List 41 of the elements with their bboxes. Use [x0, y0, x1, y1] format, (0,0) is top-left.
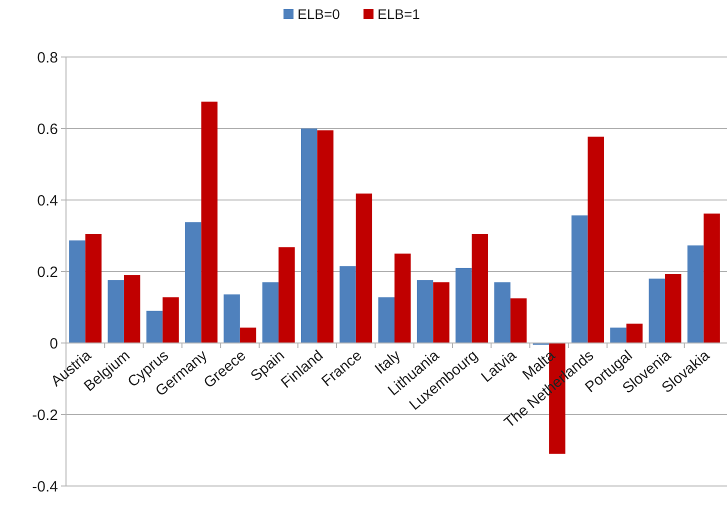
bar — [572, 215, 588, 343]
bar — [433, 282, 450, 343]
y-tick-label: 0.6 — [37, 120, 58, 138]
y-tick-label: 0 — [50, 335, 58, 352]
bar — [262, 282, 279, 343]
y-tick-label: -0.4 — [32, 478, 58, 496]
bar — [494, 282, 510, 343]
y-tick-label: 0.2 — [37, 264, 58, 281]
bar — [356, 194, 372, 343]
bar — [278, 247, 295, 343]
bar — [704, 214, 720, 343]
bar — [85, 234, 102, 343]
bar — [610, 328, 626, 343]
bar — [201, 102, 218, 343]
bar — [378, 297, 394, 343]
bar — [108, 280, 124, 343]
bar — [69, 240, 86, 343]
y-tick-label: 0.4 — [37, 192, 58, 210]
y-tick-label: -0.2 — [32, 406, 58, 424]
bar — [300, 128, 318, 343]
bar — [394, 254, 411, 343]
y-tick-label: 0.8 — [37, 49, 58, 66]
bar — [665, 274, 682, 343]
bar — [472, 234, 488, 343]
bar — [185, 222, 202, 343]
bar — [648, 278, 666, 343]
bar — [626, 324, 643, 343]
bar — [224, 294, 240, 343]
bar — [416, 280, 434, 343]
bar — [687, 245, 704, 343]
bar — [162, 297, 179, 343]
bar — [588, 136, 604, 343]
bar — [146, 310, 163, 343]
bar — [510, 298, 527, 343]
bar — [124, 275, 140, 343]
bar — [317, 130, 334, 343]
bar — [456, 268, 472, 343]
legend-label: ELB=0 — [298, 6, 340, 22]
bar — [240, 328, 256, 343]
bar — [340, 266, 356, 343]
legend-label: ELB=1 — [378, 6, 420, 22]
